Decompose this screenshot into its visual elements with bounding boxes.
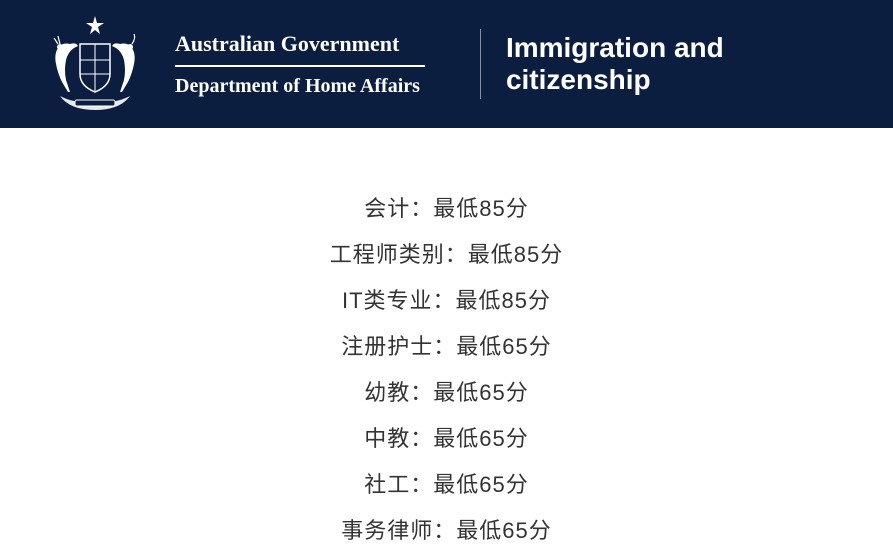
score-row: IT类专业：最低85分	[0, 278, 893, 324]
score-row: 工程师类别：最低85分	[0, 232, 893, 278]
score-row: 中教：最低65分	[0, 416, 893, 462]
score-row: 事务律师：最低65分	[0, 508, 893, 554]
coat-of-arms-icon	[40, 14, 150, 114]
site-header: Australian Government Department of Home…	[0, 0, 893, 128]
score-row: 会计：最低85分	[0, 186, 893, 232]
score-row: 幼教：最低65分	[0, 370, 893, 416]
vertical-divider	[480, 29, 481, 99]
department-name: Department of Home Affairs	[175, 75, 425, 98]
score-row: 注册护士：最低65分	[0, 324, 893, 370]
score-list: 会计：最低85分 工程师类别：最低85分 IT类专业：最低85分 注册护士：最低…	[0, 128, 893, 554]
gov-name: Australian Government	[175, 31, 425, 57]
score-row: 社工：最低65分	[0, 462, 893, 508]
site-title: Immigration and citizenship	[506, 32, 853, 96]
government-text-block: Australian Government Department of Home…	[175, 31, 455, 98]
gov-divider-line	[175, 65, 425, 67]
